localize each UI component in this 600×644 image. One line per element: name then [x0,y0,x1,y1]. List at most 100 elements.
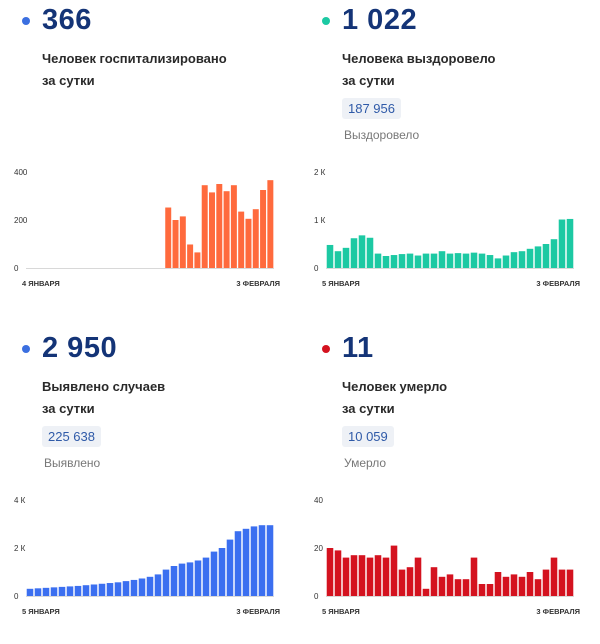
deaths-panel: 11 Человек умерло за сутки 10 059 Умерло… [300,328,590,644]
x-start-label: 5 ЯНВАРЯ [322,279,360,288]
chart-bar [187,244,194,268]
chart-bar [470,557,478,596]
y-tick-label: 1 К [314,216,326,225]
x-end-label: 3 ФЕВРАЛЯ [236,607,280,616]
chart-bar [218,548,226,596]
chart-bar [114,582,122,596]
chart-bar [534,579,542,596]
chart-bar [242,528,250,596]
chart-bar [430,567,438,596]
total-value: 225 638 [42,426,101,447]
y-tick-label: 0 [314,592,319,601]
metric-label-line2: за сутки [342,401,395,416]
metric-label: Человек умерло за сутки [342,376,542,420]
chart-bar [406,567,414,596]
chart-bar [502,255,510,268]
chart-bar [550,557,558,596]
chart-bar [510,252,518,268]
y-tick-label: 40 [314,496,323,505]
chart-bar [542,569,550,596]
chart-bar [510,574,518,596]
chart-bar [58,586,66,596]
chart-bar [226,539,234,596]
chart-bar [50,587,58,596]
chart-bar [245,218,252,268]
chart-bar [526,248,534,268]
chart-bar [42,587,50,596]
chart-bar [502,576,510,596]
chart-bar [162,569,170,596]
bullet-dot [322,17,330,25]
chart-bar [414,557,422,596]
chart-bar [34,588,42,596]
chart-bar [154,574,162,596]
total-label: Выздоровело [344,128,420,142]
x-start-label: 5 ЯНВАРЯ [322,607,360,616]
chart-bar [201,185,208,268]
metric-label-line1: Человека выздоровело [342,51,496,66]
chart-bar [66,586,74,596]
chart-bar [494,572,502,596]
total-label: Умерло [344,456,387,470]
chart-bar [350,238,358,268]
daily-value: 11 [342,332,374,364]
chart-bar [478,584,486,596]
chart-bar [146,576,154,596]
chart-bar [74,585,82,596]
chart-bar [366,557,374,596]
chart-bar [130,579,138,596]
y-tick-label: 0 [14,264,19,273]
chart-bar [266,525,274,596]
chart-bar [334,550,342,596]
y-tick-label: 2 К [14,544,26,553]
chart-bar [138,578,146,596]
chart-bar [170,566,178,596]
chart-bar [210,551,218,596]
chart-bar [534,246,542,268]
chart-bar [494,258,502,268]
total-label: Выявлено [44,456,101,470]
chart-bar [398,254,406,268]
daily-value: 2 950 [42,332,118,364]
chart-bar [194,252,201,268]
y-tick-label: 4 К [14,496,26,505]
chart-bar [454,253,462,268]
chart-bar [179,216,186,268]
chart-bar [267,180,274,268]
bullet-dot [322,345,330,353]
chart-bar [82,585,90,596]
y-tick-label: 200 [14,216,28,225]
chart-bar [26,588,34,596]
bullet-dot [22,17,30,25]
chart-bar [566,218,574,268]
chart-bar [209,192,215,268]
chart-bar [470,252,478,268]
cases-panel: 2 950 Выявлено случаев за сутки 225 638 … [0,328,290,644]
metric-label: Человека выздоровело за сутки [342,48,542,92]
y-tick-label: 2 К [314,168,326,177]
chart-bar [238,211,245,268]
chart-bar [390,255,398,268]
chart-bar [406,253,414,268]
chart-bar [90,584,98,596]
chart-bar [518,251,526,268]
hospitalized-bar-chart: 400 200 04 ЯНВАРЯ 3 ФЕВРАЛЯ [14,168,280,288]
chart-bar [326,548,334,596]
cases-bar-chart: 4 К 2 К 05 ЯНВАРЯ 3 ФЕВРАЛЯ [14,496,280,616]
total-value: 187 956 [342,98,401,119]
metric-label: Выявлено случаев за сутки [42,376,242,420]
chart-bar [398,569,406,596]
recovered-bar-chart: 2 К 1 К 05 ЯНВАРЯ 3 ФЕВРАЛЯ [314,168,580,288]
y-tick-label: 0 [14,592,19,601]
total-value: 10 059 [342,426,394,447]
chart-bar [382,557,390,596]
chart-bar [342,247,350,268]
chart-bar [342,557,350,596]
metric-label: Человек госпитализировано за сутки [42,48,242,92]
metric-label-line2: за сутки [42,73,95,88]
chart-bar [478,253,486,268]
chart-bar [234,531,242,596]
chart-bar [486,584,494,596]
chart-bar [172,220,179,268]
chart-bar [374,253,382,268]
